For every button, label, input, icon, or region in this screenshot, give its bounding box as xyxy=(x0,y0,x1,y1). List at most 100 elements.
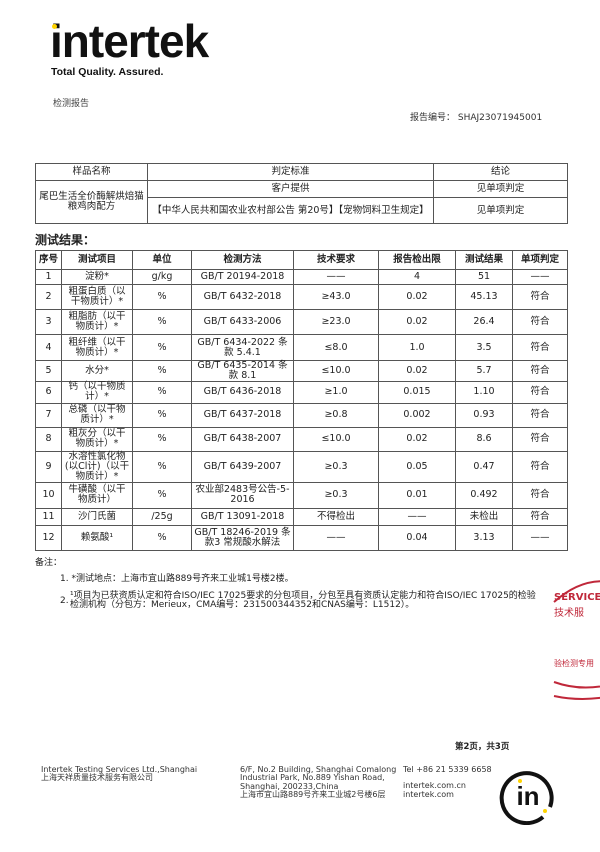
test-result: 8.6 xyxy=(455,426,513,452)
detection-limit: 0.01 xyxy=(378,481,456,509)
row-number: 2 xyxy=(35,284,62,310)
note-number: 2. xyxy=(60,596,69,606)
table-row: 11 沙门氏菌/25g GB/T 13091-2018 不得检出 —— 未检出 符合 xyxy=(35,507,568,526)
row-number: 3 xyxy=(35,309,62,335)
report-number-value: SHAJ23071945001 xyxy=(457,113,543,123)
unit: % xyxy=(132,380,192,404)
page-number: 第2页，共3页 xyxy=(455,742,510,752)
test-item: 总磷（以干物质计）* xyxy=(61,402,133,428)
requirement: ≥1.0 xyxy=(293,380,379,404)
table-row: 10 牛磺酸（以干物质计）% 农业部2483号公告-5-2016 ≥0.3 0.01 0.… xyxy=(35,481,568,509)
detection-limit: 0.02 xyxy=(378,309,456,335)
test-method: GB/T 6433-2006 xyxy=(191,309,294,335)
table-row: 6 钙（以干物质计）*% GB/T 6436-2018 ≥1.0 0.015 1.10 符合 xyxy=(35,380,568,404)
column-header: 测试项目 xyxy=(61,250,133,270)
test-result: 3.13 xyxy=(455,524,513,551)
detection-limit: 0.02 xyxy=(378,426,456,452)
row-number: 4 xyxy=(35,334,62,361)
requirement: ≥23.0 xyxy=(293,309,379,335)
telephone: Tel +86 21 5339 6658 xyxy=(403,765,492,774)
column-header: 单位 xyxy=(132,250,192,270)
website-link[interactable]: intertek.com xyxy=(403,789,454,799)
table-row: 2 粗蛋白质（以干物质计）*% GB/T 6432-2018 ≥43.0 0.02 45.… xyxy=(35,284,568,310)
test-result: 未检出 xyxy=(455,507,513,526)
test-method: GB/T 6436-2018 xyxy=(191,380,294,404)
results-table: 序号 测试项目 单位 检测方法 技术要求 报告检出限 测试结果 单项判定 1 淀粉* g/kg GB… xyxy=(35,250,568,551)
sample-name: 尾巴生活全价酶解烘焙猫粮鸡肉配方 xyxy=(35,180,148,224)
table-row: 12 赖氨酸¹% GB/T 18246-2019 条款3 常规酸水解法 —— 0.04 3… xyxy=(35,524,568,551)
test-result: 5.7 xyxy=(455,360,513,382)
test-result: 26.4 xyxy=(455,309,513,335)
detection-limit: 0.05 xyxy=(378,450,456,483)
test-result: 0.492 xyxy=(455,481,513,509)
address-line: 6/F, No.2 Building, Shanghai Comalong xyxy=(240,765,397,774)
verdict: 符合 xyxy=(512,402,568,428)
unit: % xyxy=(132,360,192,382)
requirement: 不得检出 xyxy=(293,507,379,526)
requirement: ≥0.3 xyxy=(293,450,379,483)
conclusion: 见单项判定 xyxy=(433,197,568,224)
report-number: 报告编号： SHAJ23071945001 xyxy=(410,110,542,123)
svg-text:in: in xyxy=(516,781,539,811)
table-row: 3 粗脂肪（以干物质计）*% GB/T 6433-2006 ≥23.0 0.02 26.4… xyxy=(35,309,568,335)
row-number: 6 xyxy=(35,380,62,404)
conclusion: 见单项判定 xyxy=(433,180,568,198)
row-number: 1 xyxy=(35,269,62,285)
verdict: 符合 xyxy=(512,284,568,310)
detection-limit: 0.02 xyxy=(378,284,456,310)
column-header: 报告检出限 xyxy=(378,250,456,270)
results-title: 测试结果： xyxy=(35,233,96,247)
unit: % xyxy=(132,481,192,509)
verdict: —— xyxy=(512,524,568,551)
detection-limit: 0.02 xyxy=(378,360,456,382)
row-number: 9 xyxy=(35,450,62,483)
requirement: —— xyxy=(293,269,379,285)
unit: % xyxy=(132,284,192,310)
svg-text:技术服: 技术服 xyxy=(554,606,584,619)
notes-title: 备注： xyxy=(35,558,63,568)
test-item: 钙（以干物质计）* xyxy=(61,380,133,404)
test-method: GB/T 6437-2018 xyxy=(191,402,294,428)
intertek-logo: intertek xyxy=(50,15,209,67)
report-number-label: 报告编号： xyxy=(410,113,456,123)
unit: % xyxy=(132,426,192,452)
unit: % xyxy=(132,450,192,483)
column-header: 检测方法 xyxy=(191,250,294,270)
logo-dot-icon xyxy=(52,24,57,29)
detection-limit: 4 xyxy=(378,269,456,285)
test-method: GB/T 18246-2019 条款3 常规酸水解法 xyxy=(191,524,294,551)
summary-header: 样品名称 xyxy=(35,163,148,181)
unit: /25g xyxy=(132,507,192,526)
footer-company: Intertek Testing Services Ltd.,Shanghai … xyxy=(41,765,197,783)
test-method: GB/T 6439-2007 xyxy=(191,450,294,483)
test-result: 51 xyxy=(455,269,513,285)
table-row: 7 总磷（以干物质计）*% GB/T 6437-2018 ≥0.8 0.002 0.93 符… xyxy=(35,402,568,428)
requirement: ≥0.8 xyxy=(293,402,379,428)
company-cn: 上海天祥质量技术服务有限公司 xyxy=(41,773,153,783)
test-item: 淀粉* xyxy=(61,269,133,285)
test-method: GB/T 13091-2018 xyxy=(191,507,294,526)
standard: 【中华人民共和国农业农村部公告 第20号】【宠物饲料卫生规定】 xyxy=(147,197,434,224)
verdict: 符合 xyxy=(512,426,568,452)
tagline: Total Quality. Assured. xyxy=(51,66,164,78)
website-link[interactable]: intertek.com.cn xyxy=(403,781,466,791)
summary-table: 样品名称 判定标准 结论 尾巴生活全价酶解烘焙猫粮鸡肉配方 客户提供 见单项判定… xyxy=(35,163,568,224)
address-line: 上海市宜山路889号齐来工业城2号楼6层 xyxy=(240,790,386,800)
test-item: 赖氨酸¹ xyxy=(61,524,133,551)
verdict: 符合 xyxy=(512,334,568,361)
verdict: 符合 xyxy=(512,450,568,483)
test-method: GB/T 6432-2018 xyxy=(191,284,294,310)
unit: g/kg xyxy=(132,269,192,285)
test-method: GB/T 6434-2022 条款 5.4.1 xyxy=(191,334,294,361)
test-item: 牛磺酸（以干物质计） xyxy=(61,481,133,509)
note-item: 1. *测试地点：上海市宜山路889号齐来工业城1号楼2楼。 xyxy=(60,574,294,584)
test-result: 45.13 xyxy=(455,284,513,310)
requirement: ≤10.0 xyxy=(293,426,379,452)
column-header: 序号 xyxy=(35,250,62,270)
table-row: 9 水溶性氯化物(以Cl计)（以干物质计）*% GB/T 6439-2007 ≥0.3… xyxy=(35,450,568,483)
test-method: GB/T 6435-2014 条款 8.1 xyxy=(191,360,294,382)
verdict: —— xyxy=(512,269,568,285)
row-number: 5 xyxy=(35,360,62,382)
verdict: 符合 xyxy=(512,507,568,526)
unit: % xyxy=(132,334,192,361)
